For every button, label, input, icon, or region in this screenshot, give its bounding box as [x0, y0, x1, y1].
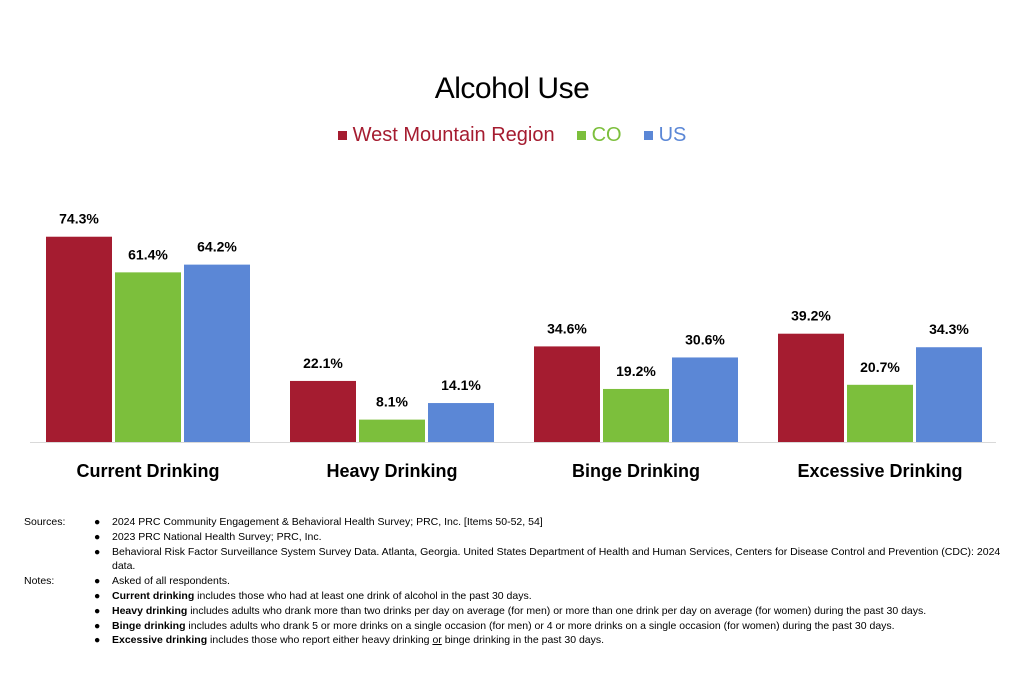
- note-text: Excessive drinking includes those who re…: [112, 634, 605, 647]
- legend-swatch-co: [576, 131, 586, 140]
- legend-item-co: CO: [576, 124, 622, 147]
- bar-west-mountain-region: [778, 333, 844, 442]
- bar-co: [847, 384, 913, 442]
- bullet-icon: ●: [94, 516, 101, 528]
- note-text: Binge drinking includes adults who drank…: [112, 619, 895, 632]
- notes-heading: Notes:: [24, 575, 55, 588]
- source-text: 2024 PRC Community Engagement & Behavior…: [112, 516, 543, 528]
- sources-heading: Sources:: [24, 516, 66, 528]
- data-label: 8.1%: [376, 394, 408, 410]
- data-label: 34.3%: [929, 321, 969, 337]
- bullet-icon: ●: [94, 575, 101, 588]
- bar-west-mountain-region: [46, 236, 112, 442]
- note-text: Current drinking includes those who had …: [112, 589, 532, 602]
- data-label: 19.2%: [616, 363, 656, 379]
- note-item: ● Excessive drinking includes those who …: [24, 633, 1004, 648]
- bar-chart: 74.3% 61.4% 64.2% Current Drinking 22.1% 8.1%…: [30, 211, 996, 481]
- source-item: Sources: ● 2024 PRC Community Engagement…: [24, 515, 1004, 530]
- category-label: Current Drinking: [76, 461, 219, 481]
- bar-us: [428, 403, 494, 442]
- bullet-icon: ●: [94, 634, 101, 647]
- data-label: 61.4%: [128, 246, 168, 262]
- bar-us: [184, 264, 250, 442]
- legend-swatch-us: [643, 131, 653, 140]
- category-label: Binge Drinking: [572, 461, 700, 481]
- bar-co: [603, 388, 669, 442]
- legend-label-us: US: [658, 124, 687, 146]
- note-text: Heavy drinking includes adults who drank…: [112, 604, 927, 617]
- bar-west-mountain-region: [290, 380, 356, 442]
- data-label: 39.2%: [791, 308, 831, 324]
- bullet-icon: ●: [94, 530, 101, 543]
- note-item: Notes: ● Asked of all respondents.: [24, 574, 1004, 589]
- bullet-icon: ●: [94, 619, 101, 632]
- data-label: 20.7%: [860, 359, 900, 375]
- source-text: Behavioral Risk Factor Surveillance Syst…: [112, 545, 1001, 573]
- source-item: ● 2023 PRC National Health Survey; PRC, …: [24, 530, 1004, 545]
- data-label: 74.3%: [59, 211, 99, 227]
- legend-label-co: CO: [591, 124, 622, 146]
- legend-label-west-mountain: West Mountain Region: [352, 124, 555, 146]
- bullet-icon: ●: [94, 589, 101, 602]
- data-label: 22.1%: [303, 355, 343, 371]
- footnotes: Sources: ● 2024 PRC Community Engagement…: [24, 515, 1004, 648]
- category-label: Excessive Drinking: [797, 461, 962, 481]
- bar-co: [115, 272, 181, 442]
- category-label: Heavy Drinking: [326, 461, 457, 481]
- note-item: ● Current drinking includes those who ha…: [24, 589, 1004, 604]
- source-item: ● Behavioral Risk Factor Surveillance Sy…: [24, 545, 1004, 575]
- source-text: 2023 PRC National Health Survey; PRC, In…: [112, 530, 322, 543]
- data-label: 34.6%: [547, 320, 587, 336]
- data-label: 64.2%: [197, 239, 237, 255]
- note-item: ● Binge drinking includes adults who dra…: [24, 619, 1004, 634]
- bar-co: [359, 419, 425, 442]
- legend: West Mountain Region CO US: [0, 124, 1024, 147]
- legend-swatch-west-mountain: [337, 131, 347, 140]
- bullet-icon: ●: [94, 604, 101, 617]
- note-item: ● Heavy drinking includes adults who dra…: [24, 604, 1004, 619]
- bar-us: [672, 357, 738, 442]
- bar-us: [916, 347, 982, 442]
- legend-item-us: US: [643, 124, 687, 147]
- legend-item-west-mountain: West Mountain Region: [337, 124, 555, 147]
- chart-title: Alcohol Use: [434, 72, 590, 105]
- data-label: 30.6%: [685, 331, 725, 347]
- bar-west-mountain-region: [534, 346, 600, 442]
- note-text: Asked of all respondents.: [112, 575, 230, 588]
- data-label: 14.1%: [441, 377, 481, 393]
- bullet-icon: ●: [94, 545, 101, 558]
